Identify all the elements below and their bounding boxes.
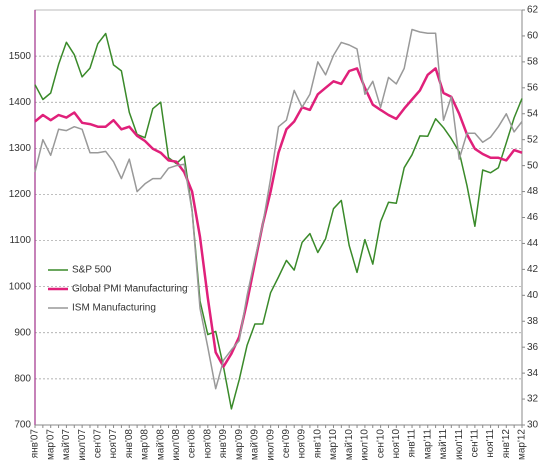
y-tick-label: 800 xyxy=(14,374,31,385)
y2-tick-label: 32 xyxy=(527,394,539,405)
x-tick-label: май'07 xyxy=(61,429,72,460)
y-tick-label: 1000 xyxy=(9,281,32,292)
y2-tick-label: 58 xyxy=(527,57,539,68)
legend-label: ISM Manufacturing xyxy=(72,303,156,314)
y2-tick-label: 54 xyxy=(527,108,539,119)
x-tick-label: июл'11 xyxy=(454,429,465,460)
y-tick-label: 700 xyxy=(14,420,31,431)
y2-tick-label: 56 xyxy=(527,82,539,93)
x-tick-label: май'08 xyxy=(155,429,166,460)
x-tick-label: янв'08 xyxy=(124,429,135,459)
y2-tick-label: 36 xyxy=(527,342,539,353)
y2-tick-label: 30 xyxy=(527,420,539,431)
x-tick-label: ноя'09 xyxy=(297,429,308,459)
y2-tick-label: 62 xyxy=(527,5,539,16)
y-tick-label: 1300 xyxy=(9,143,32,154)
legend-label: S&P 500 xyxy=(72,265,112,276)
x-tick-label: мар'07 xyxy=(45,429,56,460)
y2-tick-label: 52 xyxy=(527,134,539,145)
x-tick-label: сен'10 xyxy=(375,429,386,459)
x-tick-label: янв'11 xyxy=(407,429,418,458)
x-tick-label: ноя'11 xyxy=(485,429,496,458)
y2-tick-label: 34 xyxy=(527,368,539,379)
x-tick-label: янв'07 xyxy=(30,429,41,459)
x-tick-label: ноя'08 xyxy=(202,429,213,459)
series-line xyxy=(34,67,523,368)
x-tick-label: май'10 xyxy=(344,429,355,460)
x-tick-label: июл'10 xyxy=(360,429,371,461)
x-tick-label: янв'12 xyxy=(501,429,512,459)
y2-tick-label: 42 xyxy=(527,264,539,275)
x-tick-label: май'11 xyxy=(438,429,449,460)
y2-tick-label: 40 xyxy=(527,290,539,301)
x-tick-label: сен'08 xyxy=(187,429,198,459)
x-tick-label: мар'11 xyxy=(422,429,433,460)
plot-area xyxy=(34,9,523,426)
x-tick-label: ноя'07 xyxy=(108,429,119,459)
x-tick-label: мар'10 xyxy=(328,429,339,460)
y-tick-label: 1500 xyxy=(9,51,32,62)
y-tick-label: 900 xyxy=(14,327,31,338)
x-tick-label: янв'10 xyxy=(312,429,323,459)
y2-tick-label: 44 xyxy=(527,238,539,249)
x-tick-label: сен'11 xyxy=(470,429,481,458)
x-tick-label: сен'09 xyxy=(281,429,292,459)
x-tick-label: мар'08 xyxy=(140,429,151,460)
y-tick-label: 1200 xyxy=(9,189,32,200)
series-line xyxy=(34,32,523,410)
x-tick-label: сен'07 xyxy=(92,429,103,459)
x-tick-label: июл'08 xyxy=(171,429,182,461)
y2-tick-label: 50 xyxy=(527,160,539,171)
x-tick-label: мар'09 xyxy=(234,429,245,460)
x-tick-label: июл'07 xyxy=(77,429,88,461)
y-tick-label: 1100 xyxy=(9,235,31,246)
series-line xyxy=(34,28,523,390)
y2-tick-label: 60 xyxy=(527,31,539,42)
y2-tick-label: 38 xyxy=(527,316,539,327)
x-tick-label: май'09 xyxy=(250,429,261,460)
legend-label: Global PMI Manufacturing xyxy=(72,284,188,295)
y2-tick-label: 46 xyxy=(527,212,539,223)
y-tick-label: 1400 xyxy=(9,97,32,108)
y2-tick-label: 48 xyxy=(527,186,539,197)
x-tick-label: июл'09 xyxy=(265,429,276,461)
x-tick-label: янв'09 xyxy=(218,429,229,459)
x-tick-label: мар'12 xyxy=(517,429,528,460)
x-tick-label: ноя'10 xyxy=(391,429,402,459)
